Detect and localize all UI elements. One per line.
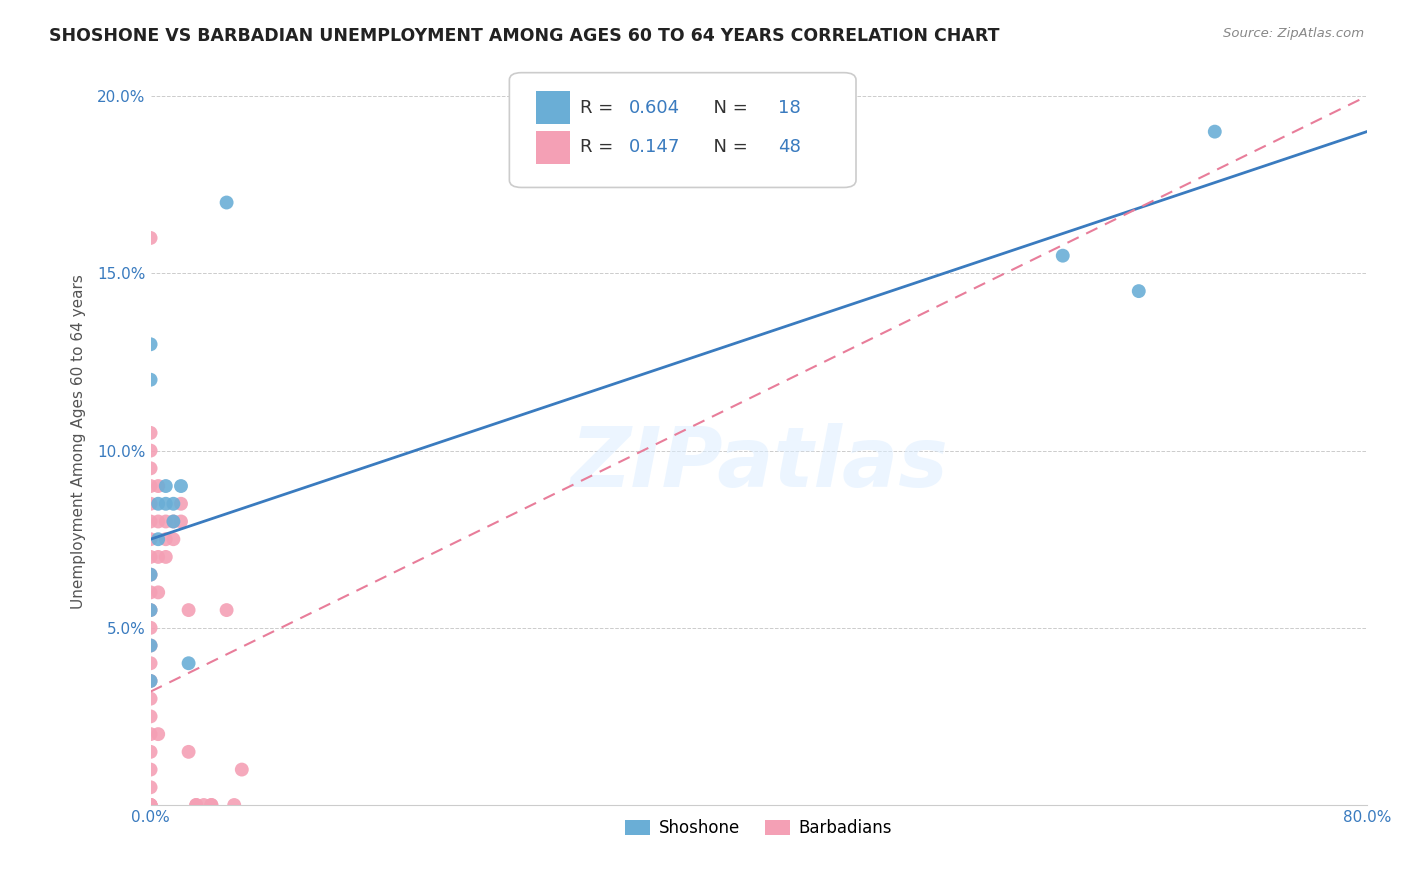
Point xyxy=(139,657,162,671)
Point xyxy=(148,549,170,564)
Point xyxy=(139,673,162,688)
Text: ZIPatlas: ZIPatlas xyxy=(569,423,948,504)
Point xyxy=(139,515,162,529)
Point xyxy=(139,567,162,582)
Point xyxy=(148,479,170,493)
Point xyxy=(139,797,162,812)
FancyBboxPatch shape xyxy=(509,72,856,187)
Point xyxy=(139,532,162,546)
Point xyxy=(170,497,193,511)
Point xyxy=(177,745,200,759)
Text: R =: R = xyxy=(579,98,619,117)
Point xyxy=(139,549,162,564)
Point xyxy=(139,497,162,511)
Point xyxy=(231,763,253,777)
Point xyxy=(139,443,162,458)
Text: N =: N = xyxy=(702,138,754,156)
Point xyxy=(224,797,246,812)
Point xyxy=(139,603,162,617)
Point xyxy=(139,337,162,351)
Text: SHOSHONE VS BARBADIAN UNEMPLOYMENT AMONG AGES 60 TO 64 YEARS CORRELATION CHART: SHOSHONE VS BARBADIAN UNEMPLOYMENT AMONG… xyxy=(49,27,1000,45)
Point xyxy=(139,797,162,812)
Point xyxy=(170,515,193,529)
Point xyxy=(139,673,162,688)
Point xyxy=(162,532,184,546)
Point xyxy=(215,603,238,617)
Text: R =: R = xyxy=(579,138,619,156)
Point xyxy=(1204,125,1226,139)
Text: N =: N = xyxy=(702,98,754,117)
Point xyxy=(139,479,162,493)
Point xyxy=(148,497,170,511)
Point xyxy=(155,549,177,564)
FancyBboxPatch shape xyxy=(536,91,571,124)
Point xyxy=(148,727,170,741)
Y-axis label: Unemployment Among Ages 60 to 64 years: Unemployment Among Ages 60 to 64 years xyxy=(72,275,86,609)
Point xyxy=(139,603,162,617)
Point xyxy=(139,231,162,245)
Point xyxy=(139,461,162,475)
Point xyxy=(139,621,162,635)
Text: 48: 48 xyxy=(778,138,801,156)
Point xyxy=(139,709,162,723)
Point xyxy=(139,639,162,653)
Point xyxy=(177,603,200,617)
Point xyxy=(155,532,177,546)
Point xyxy=(186,797,208,812)
Text: 0.147: 0.147 xyxy=(628,138,681,156)
Point xyxy=(139,797,162,812)
Point xyxy=(215,195,238,210)
Point xyxy=(139,373,162,387)
Point xyxy=(139,639,162,653)
Text: Source: ZipAtlas.com: Source: ZipAtlas.com xyxy=(1223,27,1364,40)
Point xyxy=(139,763,162,777)
Point xyxy=(139,567,162,582)
Point xyxy=(148,515,170,529)
Point xyxy=(139,691,162,706)
Legend: Shoshone, Barbadians: Shoshone, Barbadians xyxy=(619,813,898,844)
Point xyxy=(170,479,193,493)
Point xyxy=(1052,249,1074,263)
Point xyxy=(155,515,177,529)
Point xyxy=(162,497,184,511)
Point xyxy=(162,515,184,529)
Point xyxy=(186,797,208,812)
Point xyxy=(177,657,200,671)
Point xyxy=(200,797,222,812)
Point xyxy=(139,585,162,599)
Point xyxy=(155,497,177,511)
Point xyxy=(1128,284,1150,298)
Point xyxy=(148,585,170,599)
Text: 18: 18 xyxy=(778,98,801,117)
Point xyxy=(139,727,162,741)
Point xyxy=(193,797,215,812)
Point xyxy=(139,425,162,440)
FancyBboxPatch shape xyxy=(536,131,571,164)
Point xyxy=(155,479,177,493)
Point xyxy=(139,745,162,759)
Point xyxy=(139,797,162,812)
Text: 0.604: 0.604 xyxy=(628,98,679,117)
Point xyxy=(162,515,184,529)
Point xyxy=(200,797,222,812)
Point xyxy=(148,532,170,546)
Point xyxy=(139,780,162,795)
